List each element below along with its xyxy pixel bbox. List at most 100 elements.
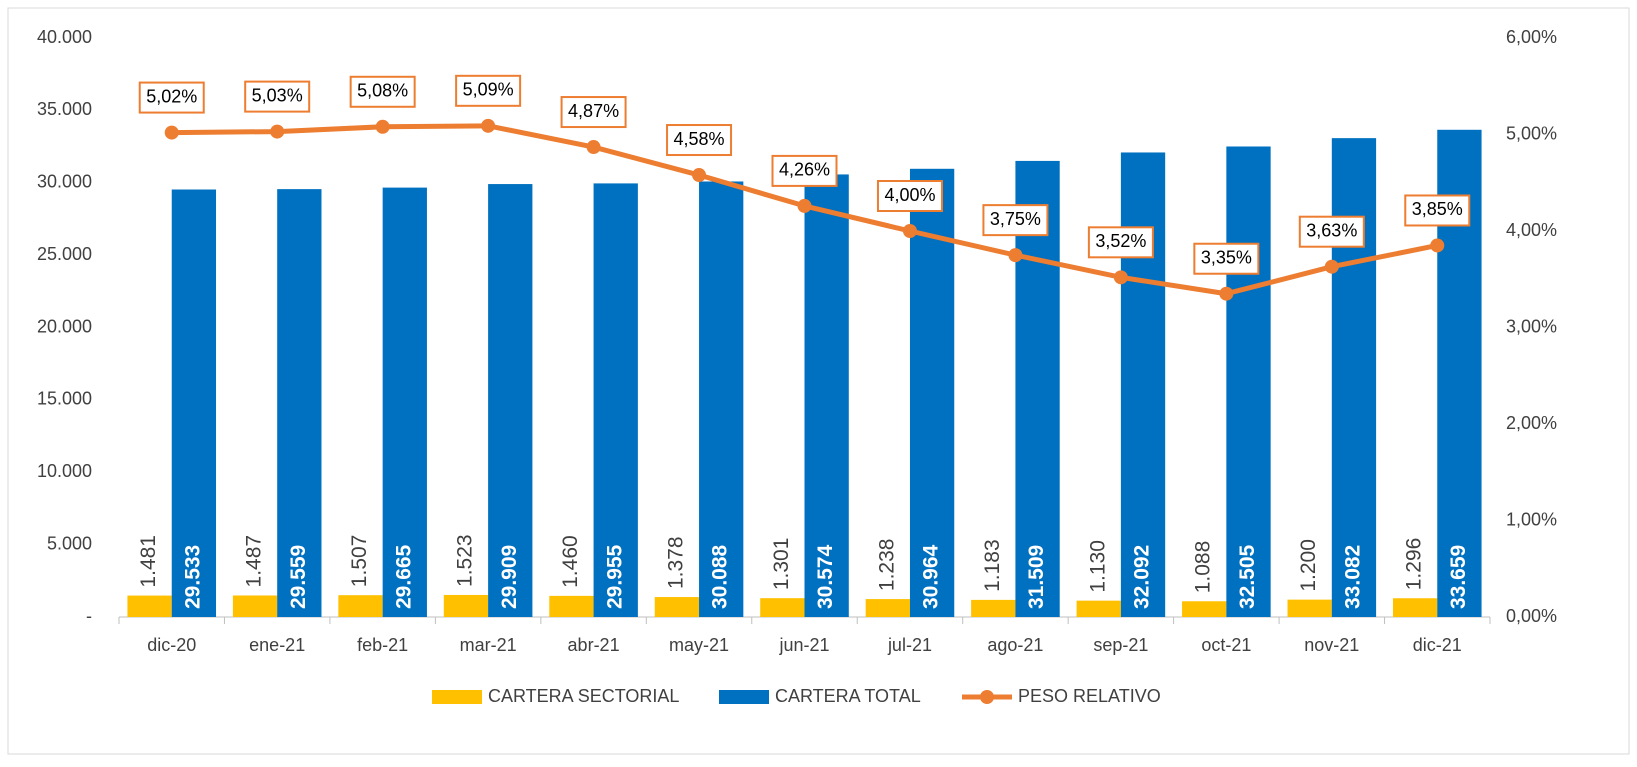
data-label: 30.964	[920, 544, 943, 609]
x-tick-label: abr-21	[568, 635, 620, 655]
y-tick-label: 40.000	[37, 27, 92, 47]
y2-tick-label: 5,00%	[1506, 123, 1557, 143]
x-tick-label: dic-21	[1413, 635, 1462, 655]
x-tick-label: nov-21	[1304, 635, 1359, 655]
data-label: 1.296	[1403, 538, 1426, 591]
bar	[971, 599, 1016, 617]
data-label: 4,26%	[779, 160, 830, 180]
data-label: 1.301	[770, 538, 793, 591]
data-label-box	[1193, 242, 1260, 275]
bar	[232, 595, 278, 617]
data-label: 1.200	[1297, 539, 1320, 592]
data-label: 29.559	[287, 545, 310, 609]
data-label: 33.082	[1342, 545, 1365, 609]
bar	[1392, 598, 1438, 617]
legend-swatch	[432, 690, 482, 704]
data-label: 30.088	[709, 544, 732, 609]
x-tick-label: ago-21	[987, 635, 1043, 655]
data-label: 3,85%	[1412, 199, 1463, 219]
data-label: 29.955	[603, 544, 626, 609]
data-label-box	[1404, 194, 1471, 227]
data-label-box	[349, 75, 416, 108]
bar	[488, 184, 533, 617]
line-point	[1430, 238, 1445, 253]
data-label-box	[1298, 215, 1365, 248]
data-label: 1.460	[559, 535, 582, 588]
legend-label: PESO RELATIVO	[1018, 686, 1161, 706]
data-label-box	[138, 81, 205, 114]
data-label: 31.509	[1025, 545, 1048, 609]
y2-tick-label: 2,00%	[1506, 413, 1557, 433]
x-tick-label: ene-21	[249, 635, 305, 655]
bar	[549, 595, 594, 617]
line-point	[1219, 286, 1234, 301]
line-point	[1324, 259, 1339, 274]
line-point	[797, 198, 812, 213]
y2-tick-label: 0,00%	[1506, 606, 1557, 626]
x-tick-label: oct-21	[1201, 635, 1251, 655]
data-label: 29.665	[392, 544, 415, 609]
line-point	[164, 125, 179, 140]
x-tick-label: sep-21	[1093, 635, 1148, 655]
data-label: 1.487	[243, 535, 266, 588]
line-point	[586, 140, 601, 155]
data-label: 32.505	[1236, 544, 1259, 609]
data-label-box	[1087, 226, 1154, 259]
bar	[277, 189, 322, 617]
data-label: 4,58%	[674, 129, 725, 149]
data-label-box	[244, 80, 311, 113]
data-label: 5,02%	[146, 86, 197, 106]
legend-swatch	[980, 690, 994, 704]
line-point	[902, 224, 917, 238]
data-label: 32.092	[1131, 545, 1154, 609]
y-tick-label: 10.000	[37, 461, 92, 481]
data-label-box	[771, 154, 838, 187]
y2-tick-label: 4,00%	[1506, 220, 1557, 240]
data-label: 3,35%	[1201, 247, 1252, 267]
bar	[699, 181, 744, 617]
bar	[909, 168, 955, 618]
data-label: 29.533	[181, 545, 204, 609]
data-label: 1.088	[1192, 541, 1215, 594]
bar	[804, 174, 849, 617]
y-tick-label: 20.000	[37, 316, 92, 336]
bar	[338, 595, 383, 617]
data-label-box	[982, 204, 1049, 237]
bar	[593, 183, 638, 618]
y-tick-label: 25.000	[37, 244, 92, 264]
line-point	[692, 168, 707, 183]
y-tick-label: 5.000	[47, 533, 92, 553]
data-label: 1.238	[875, 539, 898, 592]
data-label-box	[455, 74, 522, 107]
data-label-box	[560, 96, 627, 129]
bar	[1287, 599, 1332, 617]
bar	[382, 187, 427, 617]
x-tick-label: jul-21	[887, 635, 932, 655]
bar	[1015, 160, 1060, 617]
y-tick-label: 15.000	[37, 389, 92, 409]
data-label: 29.909	[498, 545, 521, 609]
legend-label: CARTERA SECTORIAL	[488, 686, 679, 706]
bar	[1182, 601, 1227, 617]
data-label: 3,75%	[990, 209, 1041, 229]
y2-tick-label: 1,00%	[1506, 509, 1557, 529]
data-label: 3,52%	[1095, 231, 1146, 251]
data-label: 1.183	[981, 539, 1004, 592]
line-point	[1113, 270, 1128, 285]
data-label: 3,63%	[1306, 220, 1357, 240]
bar	[443, 594, 489, 617]
bar	[760, 598, 805, 617]
bar	[1226, 146, 1271, 618]
x-tick-label: jun-21	[778, 635, 829, 655]
x-tick-label: may-21	[669, 635, 729, 655]
data-label: 5,09%	[463, 80, 514, 100]
y-tick-label: 30.000	[37, 172, 92, 192]
line-point	[481, 118, 496, 133]
bar	[171, 189, 217, 617]
data-label: 1.481	[137, 535, 160, 588]
data-label: 4,00%	[884, 185, 935, 205]
bar	[865, 599, 910, 617]
line-point	[1008, 248, 1023, 263]
data-label: 5,03%	[252, 85, 303, 105]
